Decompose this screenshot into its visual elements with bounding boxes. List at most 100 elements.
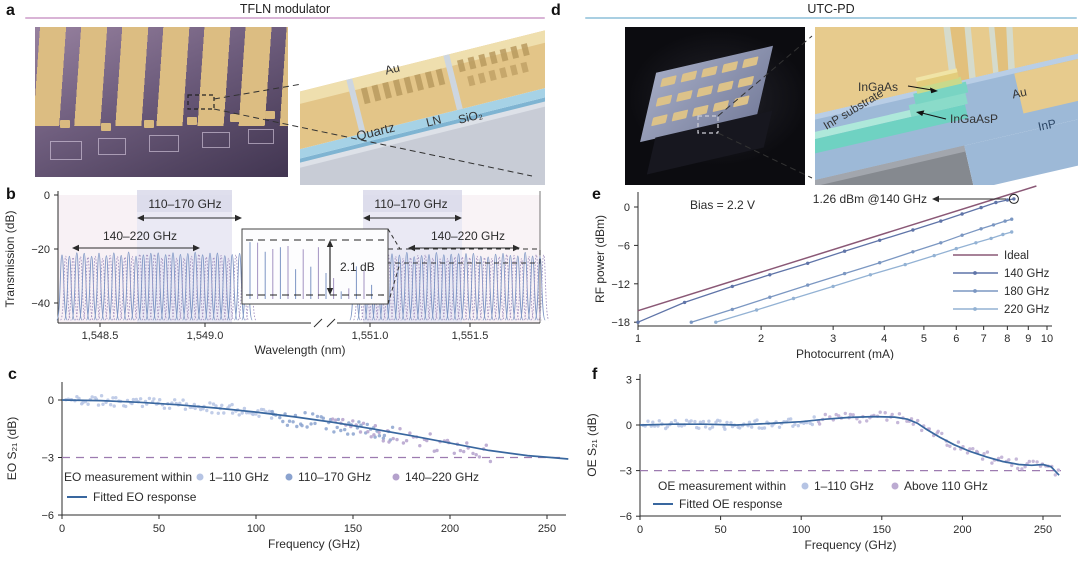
x-tick: 6 bbox=[953, 333, 959, 345]
chart-transmission-spectrum: 0 −20 −40 1,548.5 1,549.0 1,551.0 1,551.5 Wavel… bbox=[3, 190, 550, 357]
legend-label: 1–110 GHz bbox=[209, 470, 269, 484]
x-tick: 1,551.5 bbox=[452, 330, 489, 342]
panel-a-title: TFLN modulator bbox=[239, 2, 331, 16]
x-tick: 0 bbox=[59, 523, 65, 535]
scatter-series bbox=[270, 410, 395, 442]
panel-d-letter: d bbox=[551, 2, 561, 19]
y-axis-label: Transmission (dB) bbox=[3, 211, 17, 308]
tfln-chip-photo bbox=[35, 27, 288, 177]
x-tick: 3 bbox=[830, 333, 836, 345]
y-tick: 0 bbox=[624, 202, 630, 214]
panel-d-rule bbox=[585, 17, 1077, 19]
panel-a-letter: a bbox=[6, 2, 15, 19]
series-180GHz bbox=[689, 217, 1014, 324]
y-tick: −6 bbox=[41, 510, 54, 522]
etched-slot-array bbox=[360, 43, 530, 105]
fit-curve bbox=[61, 399, 569, 460]
scatter-series bbox=[816, 410, 1061, 477]
y-tick: 0 bbox=[44, 190, 50, 202]
ann-110-170-left: 110–170 GHz bbox=[148, 197, 221, 211]
ann-140-220-left: 140–220 GHz bbox=[103, 229, 177, 243]
tfln-layer-stack bbox=[300, 27, 545, 185]
x-tick: 5 bbox=[921, 333, 927, 345]
band-top bbox=[363, 190, 462, 212]
legend-dot bbox=[196, 473, 204, 481]
y-tick: −12 bbox=[611, 279, 630, 291]
y-axis-label: EO S₂₁ (dB) bbox=[5, 417, 19, 480]
x-tick: 1,549.0 bbox=[187, 330, 224, 342]
panel-d-title: UTC-PD bbox=[807, 2, 855, 16]
legend-label: Ideal bbox=[1004, 250, 1029, 262]
y-tick: 0 bbox=[48, 395, 54, 407]
panel-a-rule bbox=[25, 17, 545, 19]
panel-e: 1 2 3 4 5 6 7 8 9 10 0 −6 −12 −18 Photocurrent (mA) RF … bbox=[593, 185, 1053, 360]
panel-f: 0 50 100 150 200 250 3 0 −3 −6 Frequency (GHz) OE S… bbox=[585, 374, 1061, 552]
x-tick: 9 bbox=[1025, 333, 1031, 345]
legend-dot bbox=[392, 473, 400, 481]
chart-oe-s21: 0 50 100 150 200 250 3 0 −3 −6 Frequency (GHz) OE S… bbox=[585, 374, 1061, 552]
gold-electrode-stripes bbox=[35, 27, 288, 126]
x-axis-label: Wavelength (nm) bbox=[255, 343, 346, 357]
panel-e-letter: e bbox=[592, 186, 601, 203]
ann-inset-depth: 2.1 dB bbox=[340, 260, 375, 274]
legend-label: Above 110 GHz bbox=[904, 479, 988, 493]
x-tick: 7 bbox=[981, 333, 987, 345]
panel-c: 0 50 100 150 200 250 0 −3 −6 Frequency (GHz) EO S₂… bbox=[5, 382, 569, 551]
legend-prefix: OE measurement within bbox=[658, 479, 786, 493]
legend-label: 140–220 GHz bbox=[405, 470, 479, 484]
x-tick: 150 bbox=[873, 524, 891, 536]
gold-pad bbox=[229, 114, 240, 122]
x-tick: 50 bbox=[714, 524, 726, 536]
band bbox=[137, 195, 232, 323]
legend-label: 1–110 GHz bbox=[814, 479, 874, 493]
x-axis-label: Frequency (GHz) bbox=[804, 538, 896, 552]
y-tick: −6 bbox=[619, 511, 632, 523]
x-axis-label: Photocurrent (mA) bbox=[796, 347, 894, 360]
ann-bias: Bias = 2.2 V bbox=[690, 198, 755, 212]
y-tick: 0 bbox=[626, 420, 632, 432]
utcpd-schematic bbox=[815, 27, 1078, 185]
tfln-schematic bbox=[300, 27, 545, 185]
y-tick: −6 bbox=[617, 240, 630, 252]
gold-pad bbox=[100, 123, 111, 131]
gold-pad bbox=[186, 117, 197, 125]
x-tick: 150 bbox=[344, 523, 362, 535]
x-tick: 4 bbox=[881, 333, 887, 345]
metal-trace bbox=[247, 129, 274, 144]
panel-f-letter: f bbox=[592, 366, 598, 383]
panel-c-letter: c bbox=[8, 366, 17, 383]
legend: EO measurement within 1–110 GHz 110–170 GH… bbox=[64, 470, 479, 504]
gold-pad bbox=[265, 111, 276, 119]
y-tick: −40 bbox=[31, 298, 50, 310]
legend-dot bbox=[801, 482, 809, 490]
chart-rf-power: 1 2 3 4 5 6 7 8 9 10 0 −6 −12 −18 Photocurrent (mA) RF … bbox=[593, 185, 1053, 360]
x-tick: 0 bbox=[637, 524, 643, 536]
series-140GHz bbox=[636, 193, 1019, 324]
x-tick: 1 bbox=[635, 333, 641, 345]
label-au-d: Au bbox=[1010, 84, 1028, 102]
y-tick: −18 bbox=[611, 317, 630, 329]
x-tick: 10 bbox=[1041, 333, 1053, 345]
fit-curve bbox=[639, 415, 1060, 476]
legend: OE measurement within 1–110 GHz Above 110 … bbox=[653, 479, 988, 511]
legend-label: 140 GHz bbox=[1004, 268, 1050, 280]
inset: 2.1 dB bbox=[241, 228, 389, 305]
ann-140-220-right: 140–220 GHz bbox=[431, 229, 505, 243]
chart-eo-s21: 0 50 100 150 200 250 0 −3 −6 Frequency (GHz) EO S₂… bbox=[5, 382, 569, 551]
utcpd-chip bbox=[640, 45, 785, 177]
y-axis-label: RF power (dBm) bbox=[593, 215, 607, 303]
x-tick: 1,548.5 bbox=[82, 330, 119, 342]
ann-110-170-right: 110–170 GHz bbox=[374, 197, 447, 211]
x-tick: 200 bbox=[441, 523, 459, 535]
peak-marker-circle bbox=[1008, 193, 1019, 204]
x-tick: 2 bbox=[758, 333, 764, 345]
label-ingaas: InGaAs bbox=[858, 80, 899, 94]
label-ingaasp: InGaAsP bbox=[950, 112, 999, 126]
legend-dot bbox=[891, 482, 899, 490]
x-axis-label: Frequency (GHz) bbox=[268, 537, 360, 551]
legend-fit-label: Fitted EO response bbox=[93, 490, 197, 504]
scatter-series bbox=[64, 394, 275, 420]
metal-trace bbox=[98, 138, 127, 155]
y-tick: 3 bbox=[626, 374, 632, 386]
